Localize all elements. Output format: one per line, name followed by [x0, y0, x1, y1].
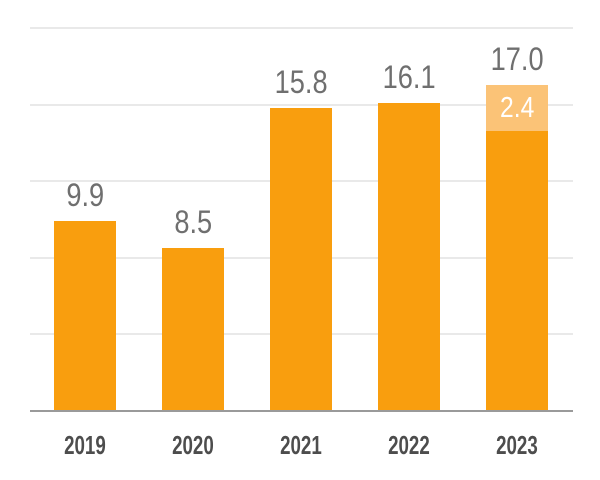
- bar-value-label: 17.0: [447, 42, 587, 76]
- gridline: [30, 27, 573, 29]
- x-axis-tick-text: 2021: [280, 430, 322, 460]
- x-axis-tick-label-2021: 2021: [231, 431, 371, 459]
- bar-2020: [162, 248, 224, 411]
- x-axis-line: [30, 410, 573, 412]
- bar-segment-highlight-2023: [486, 85, 548, 131]
- x-axis-tick-text: 2020: [172, 430, 214, 460]
- x-axis-tick-text: 2022: [388, 430, 430, 460]
- bar-value-text: 15.8: [274, 64, 328, 100]
- bar-2022: [378, 103, 440, 411]
- bar-value-text: 8.5: [174, 204, 212, 240]
- x-axis-tick-label-2020: 2020: [123, 431, 263, 459]
- segment-value-text: 2.4: [499, 91, 535, 124]
- bar-value-text: 17.0: [490, 41, 544, 77]
- bar-value-label: 15.8: [231, 65, 371, 99]
- segment-value-label: 2.4: [486, 85, 548, 131]
- bar-2023: [486, 131, 548, 411]
- bar-value-text: 9.9: [66, 177, 104, 213]
- x-axis-tick-text: 2019: [64, 430, 106, 460]
- bar-value-text: 16.1: [382, 59, 436, 95]
- bar-value-label: 9.9: [15, 178, 155, 212]
- x-axis-tick-label-2022: 2022: [339, 431, 479, 459]
- bar-value-label: 8.5: [123, 205, 263, 239]
- x-axis-tick-label-2019: 2019: [15, 431, 155, 459]
- bar-2021: [270, 108, 332, 411]
- bar-2019: [54, 221, 116, 411]
- x-axis-tick-label-2023: 2023: [447, 431, 587, 459]
- bar-value-label: 16.1: [339, 60, 479, 94]
- gridline: [30, 104, 573, 106]
- x-axis-tick-text: 2023: [496, 430, 538, 460]
